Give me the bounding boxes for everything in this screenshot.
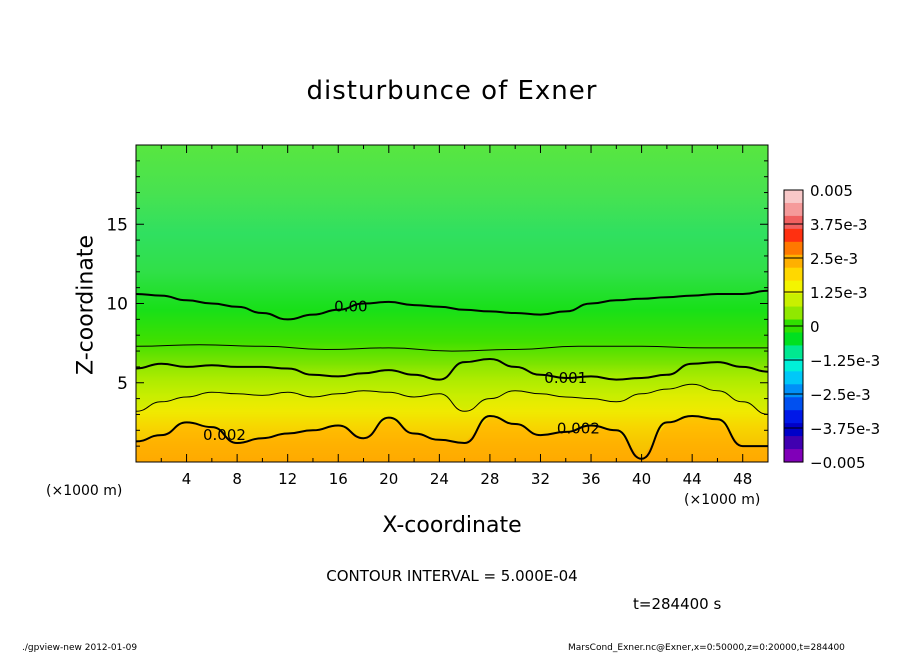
- x-tick-label-2: 12: [278, 470, 297, 488]
- contour-label-3: 0.002: [557, 420, 600, 438]
- contour-interval-text: CONTOUR INTERVAL = 5.000E-04: [326, 567, 578, 585]
- colorbar-swatch-9: [784, 306, 803, 321]
- colorbar-swatch-7: [784, 280, 803, 295]
- colorbar-swatch-2: [784, 215, 803, 230]
- y-tick-label-1: 10: [106, 295, 128, 315]
- chart-title: disturbunce of Exner: [306, 76, 598, 106]
- contour-label-1: 0.001: [544, 369, 587, 387]
- colorbar-swatch-16: [784, 397, 803, 411]
- band-0015-002: [136, 384, 768, 459]
- footer-left-text: ./gpview-new 2012-01-09: [22, 643, 138, 653]
- y-tick-label-2: 15: [106, 215, 128, 235]
- y-tick-label-0: 5: [117, 374, 128, 394]
- colorbar-swatch-20: [784, 449, 803, 463]
- x-unit-label-left: (×1000 m): [46, 483, 123, 499]
- colorbar-label-2: 2.5e-3: [810, 250, 858, 268]
- x-tick-label-5: 24: [430, 470, 449, 488]
- contour-label-2: 0.002: [203, 426, 246, 444]
- x-tick-label-8: 36: [581, 470, 600, 488]
- x-tick-label-9: 40: [632, 470, 651, 488]
- x-tick-label-3: 16: [329, 470, 348, 488]
- colorbar-label-8: −0.005: [810, 454, 866, 472]
- colorbar-swatch-18: [784, 423, 803, 437]
- x-tick-label-6: 28: [480, 470, 499, 488]
- colorbar-swatch-11: [784, 332, 803, 347]
- x-tick-label-7: 32: [531, 470, 550, 488]
- contour-line-0: [136, 289, 768, 321]
- contour-line-4: [136, 414, 768, 460]
- band-below-002: [136, 416, 768, 462]
- colorbar-swatch-17: [784, 410, 803, 424]
- band-001-0015: [136, 359, 768, 415]
- colorbar-swatch-12: [784, 345, 803, 359]
- colorbar-swatch-4: [784, 241, 803, 256]
- colorbar-label-5: −1.25e-3: [810, 352, 880, 370]
- colorbar-swatch-19: [784, 436, 803, 450]
- colorbar-swatch-3: [784, 228, 803, 243]
- contour-line-3: [136, 383, 768, 415]
- x-tick-label-0: 4: [182, 470, 192, 488]
- colorbar-swatch-8: [784, 293, 803, 308]
- colorbar-label-4: 0: [810, 318, 820, 336]
- contour-label-0: 0.00: [334, 298, 367, 316]
- colorbar-label-0: 0.005: [810, 182, 853, 200]
- colorbar-swatch-5: [784, 254, 803, 269]
- colorbar-swatch-1: [784, 202, 803, 217]
- colorbar-swatch-14: [784, 371, 803, 385]
- colorbar-label-6: −2.5e-3: [810, 386, 871, 404]
- field-fill: [136, 145, 768, 462]
- x-tick-label-4: 20: [379, 470, 398, 488]
- x-tick-label-11: 48: [733, 470, 752, 488]
- contour-line-2: [136, 357, 768, 381]
- x-unit-label-right: (×1000 m): [684, 492, 761, 508]
- colorbar-label-7: −3.75e-3: [810, 420, 880, 438]
- x-tick-label-10: 44: [683, 470, 702, 488]
- time-label: t=284400 s: [633, 595, 722, 613]
- colorbar-swatch-6: [784, 267, 803, 282]
- x-tick-label-1: 8: [232, 470, 242, 488]
- footer-right-text: MarsCond_Exner.nc@Exner,x=0:50000,z=0:20…: [568, 643, 845, 653]
- colorbar-swatch-15: [784, 384, 803, 398]
- contour-line-1: [136, 344, 768, 352]
- colorbar-label-1: 3.75e-3: [810, 216, 868, 234]
- colorbar-swatch-0: [784, 190, 803, 204]
- colorbar-label-3: 1.25e-3: [810, 284, 868, 302]
- colorbar-swatch-13: [784, 358, 803, 372]
- x-axis-label: X-coordinate: [382, 513, 522, 538]
